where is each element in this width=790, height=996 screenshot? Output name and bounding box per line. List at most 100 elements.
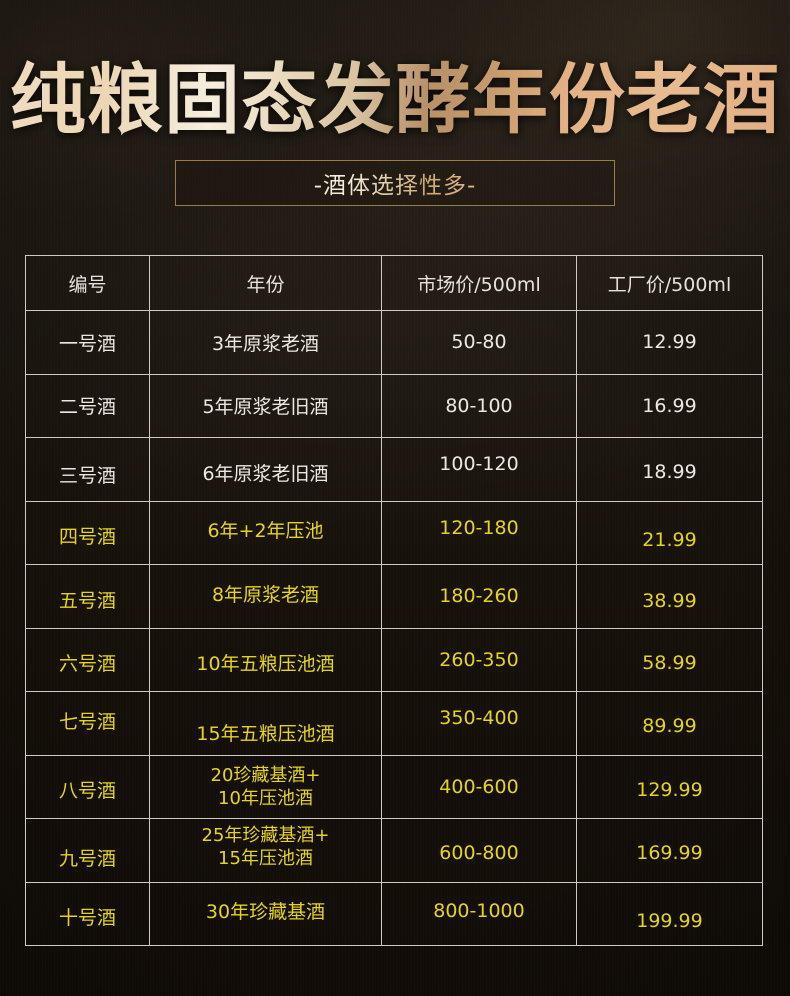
cell-market-price: 260-350 (381, 627, 577, 692)
cell-market-price: 180-260 (381, 564, 577, 629)
cell-year-text: 25年珍藏基酒+ 15年压池酒 (201, 825, 330, 870)
cell-factory-price-text: 16.99 (642, 394, 697, 417)
cell-year-text: 15年五粮压池酒 (196, 722, 335, 745)
table-row: 六号酒 10年五粮压池酒 260-350 58.99 (25, 627, 763, 692)
cell-id-text: 一号酒 (58, 332, 116, 355)
cell-id-text: 五号酒 (58, 589, 116, 612)
cell-year-text: 10年五粮压池酒 (196, 653, 335, 676)
cell-year-text: 6年原浆老旧酒 (202, 462, 329, 485)
cell-market-price-text: 120-180 (439, 516, 519, 539)
spec-table: 编号 年份 市场价/500ml 工厂价/500ml 一号酒 3年原浆老酒 50-80… (25, 255, 763, 946)
cell-market-price-text: 50-80 (451, 331, 507, 354)
cell-year-text: 6年+2年压池 (207, 520, 324, 543)
cell-id: 九号酒 (25, 818, 150, 883)
cell-market-price-text: 600-800 (439, 842, 519, 865)
cell-factory-price-text: 12.99 (642, 331, 697, 354)
cell-market-price-text: 350-400 (439, 707, 519, 730)
cell-factory-price-text: 38.99 (642, 590, 697, 613)
cell-factory-price: 18.99 (576, 437, 763, 502)
cell-factory-price-text: 18.99 (642, 461, 697, 484)
cell-market-price-text: 400-600 (439, 775, 519, 798)
cell-factory-price: 21.99 (576, 500, 763, 565)
cell-market-price-text: 260-350 (439, 648, 519, 671)
cell-year: 20珍藏基酒+ 10年压池酒 (149, 754, 382, 819)
cell-id: 八号酒 (25, 754, 150, 819)
cell-id-text: 八号酒 (58, 780, 116, 803)
table-row: 四号酒 6年+2年压池 120-180 21.99 (25, 500, 763, 565)
cell-factory-price: 129.99 (576, 754, 763, 819)
cell-factory-price: 58.99 (576, 627, 763, 692)
cell-market-price: 120-180 (381, 500, 577, 565)
cell-factory-price-text: 199.99 (636, 909, 703, 932)
cell-market-price: 600-800 (381, 818, 577, 883)
cell-year: 30年珍藏基酒 (149, 881, 382, 946)
table-row: 九号酒 25年珍藏基酒+ 15年压池酒 600-800 169.99 (25, 818, 763, 883)
cell-year: 6年+2年压池 (149, 500, 382, 565)
cell-market-price: 100-120 (381, 437, 577, 502)
column-header-factory: 工厂价/500ml (576, 255, 763, 311)
table-row: 三号酒 6年原浆老旧酒 100-120 18.99 (25, 437, 763, 502)
cell-factory-price: 38.99 (576, 564, 763, 629)
cell-id: 五号酒 (25, 564, 150, 629)
cell-id: 十号酒 (25, 881, 150, 946)
cell-factory-price: 12.99 (576, 310, 763, 375)
cell-id: 一号酒 (25, 310, 150, 375)
cell-id-text: 十号酒 (58, 907, 116, 930)
cell-id: 四号酒 (25, 500, 150, 565)
table-row: 七号酒 15年五粮压池酒 350-400 89.99 (25, 691, 763, 756)
column-header-id: 编号 (25, 255, 150, 311)
cell-factory-price-text: 89.99 (642, 715, 697, 738)
cell-market-price: 400-600 (381, 754, 577, 819)
cell-market-price-text: 80-100 (445, 394, 513, 417)
cell-year-text: 5年原浆老旧酒 (202, 396, 329, 419)
cell-id-text: 六号酒 (58, 653, 116, 676)
cell-market-price-text: 180-260 (439, 585, 519, 608)
subtitle-text: -酒体选择性多- (314, 166, 477, 200)
column-header-market: 市场价/500ml (381, 255, 577, 311)
cell-id: 二号酒 (25, 373, 150, 438)
cell-factory-price-text: 129.99 (636, 778, 703, 801)
cell-year: 25年珍藏基酒+ 15年压池酒 (149, 818, 382, 883)
cell-id: 七号酒 (25, 691, 150, 756)
cell-factory-price-text: 21.99 (642, 528, 697, 551)
cell-market-price-text: 100-120 (439, 453, 519, 476)
cell-year: 5年原浆老旧酒 (149, 373, 382, 438)
cell-id-text: 九号酒 (58, 847, 116, 870)
subtitle-box: -酒体选择性多- (175, 160, 615, 206)
cell-id: 六号酒 (25, 627, 150, 692)
table-row: 二号酒 5年原浆老旧酒 80-100 16.99 (25, 373, 763, 438)
column-header-year: 年份 (149, 255, 382, 311)
cell-market-price: 350-400 (381, 691, 577, 756)
cell-year-text: 30年珍藏基酒 (205, 901, 326, 924)
cell-factory-price-text: 58.99 (642, 651, 697, 674)
cell-year: 10年五粮压池酒 (149, 627, 382, 692)
cell-id-text: 三号酒 (58, 464, 116, 487)
cell-factory-price-text: 169.99 (636, 842, 703, 865)
page-title: 纯粮固态发酵年份老酒 (0, 57, 790, 143)
cell-id-text: 二号酒 (58, 396, 116, 419)
cell-id: 三号酒 (25, 437, 150, 502)
table-row: 五号酒 8年原浆老酒 180-260 38.99 (25, 564, 763, 629)
cell-market-price: 80-100 (381, 373, 577, 438)
cell-year: 15年五粮压池酒 (149, 691, 382, 756)
cell-market-price-text: 800-1000 (433, 899, 525, 922)
cell-year: 3年原浆老酒 (149, 310, 382, 375)
cell-factory-price: 16.99 (576, 373, 763, 438)
table-row: 十号酒 30年珍藏基酒 800-1000 199.99 (25, 881, 763, 946)
cell-market-price: 800-1000 (381, 881, 577, 946)
table-row: 八号酒 20珍藏基酒+ 10年压池酒 400-600 129.99 (25, 754, 763, 819)
cell-id-text: 七号酒 (58, 710, 116, 733)
cell-year: 6年原浆老旧酒 (149, 437, 382, 502)
spec-table-wrap: 编号 年份 市场价/500ml 工厂价/500ml 一号酒 3年原浆老酒 50-80… (25, 255, 763, 946)
cell-id-text: 四号酒 (58, 526, 116, 549)
cell-factory-price: 199.99 (576, 881, 763, 946)
spec-table-body: 编号 年份 市场价/500ml 工厂价/500ml 一号酒 3年原浆老酒 50-80… (25, 255, 763, 946)
cell-year: 8年原浆老酒 (149, 564, 382, 629)
cell-year-text: 8年原浆老酒 (211, 583, 320, 606)
title-block: 纯粮固态发酵年份老酒 (0, 57, 790, 143)
cell-factory-price: 89.99 (576, 691, 763, 756)
table-header-row: 编号 年份 市场价/500ml 工厂价/500ml (25, 255, 763, 311)
cell-factory-price: 169.99 (576, 818, 763, 883)
table-row: 一号酒 3年原浆老酒 50-80 12.99 (25, 310, 763, 375)
